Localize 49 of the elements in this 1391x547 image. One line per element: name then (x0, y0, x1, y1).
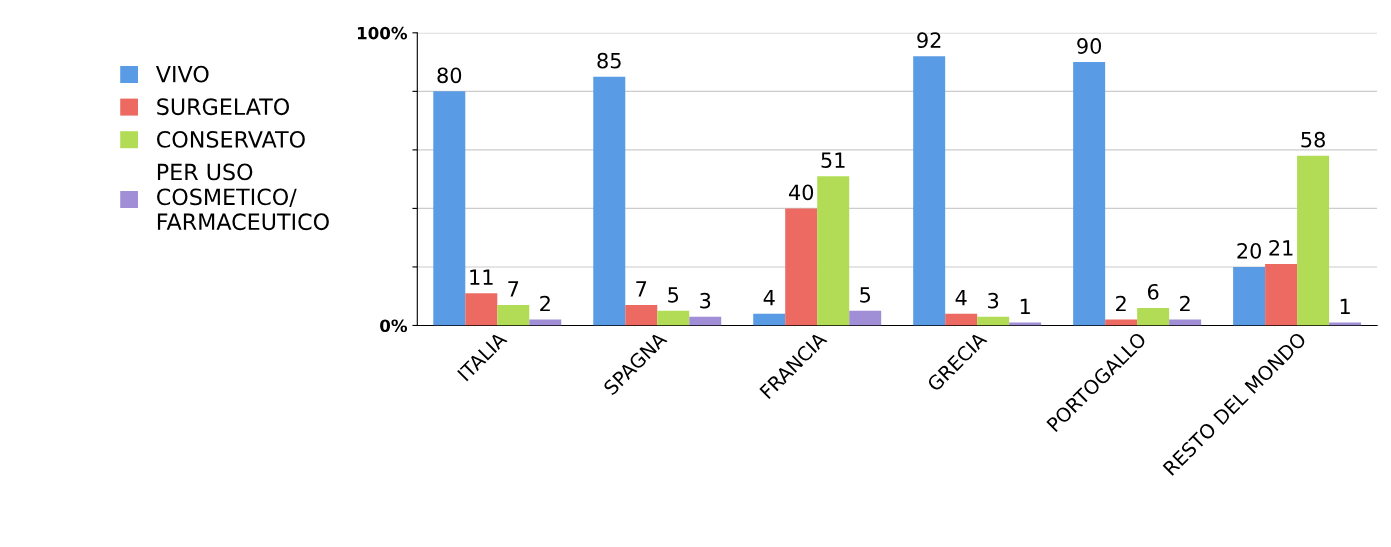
bar (1137, 307, 1170, 326)
bar (785, 208, 818, 326)
bar (913, 56, 946, 326)
data-label: 92 (917, 32, 941, 49)
legend-label: SURGELATO (157, 98, 290, 116)
y-tick-label: 0% (380, 319, 408, 333)
bar (977, 316, 1010, 326)
data-label: 11 (470, 269, 493, 285)
bar (849, 310, 882, 326)
data-label: 1 (1340, 298, 1350, 315)
data-label: 20 (1237, 242, 1261, 259)
bar (433, 91, 466, 326)
bar (1297, 155, 1330, 326)
data-label: 5 (860, 287, 871, 303)
data-label: 7 (636, 281, 647, 297)
bar (593, 76, 626, 326)
data-label: 4 (763, 290, 775, 306)
data-label: 90 (1077, 38, 1102, 54)
data-label: 21 (1269, 240, 1293, 256)
data-label: 40 (788, 184, 814, 201)
legend-label: CONSERVATO (157, 130, 305, 148)
data-label: 4 (955, 290, 967, 306)
data-label: 85 (597, 52, 621, 69)
data-label: 58 (1301, 131, 1325, 148)
data-label: 2 (1116, 295, 1126, 312)
bar (465, 293, 498, 326)
bar (1265, 264, 1298, 326)
bar (1233, 266, 1266, 326)
bar (753, 313, 786, 326)
y-tick-label: 100% (357, 26, 408, 40)
data-label: 3 (988, 292, 999, 309)
data-label: 1 (1020, 298, 1030, 315)
bar (625, 304, 658, 326)
data-label: 80 (437, 67, 462, 84)
bar (689, 316, 722, 326)
bar (945, 313, 978, 326)
bar (497, 304, 530, 326)
data-label: 7 (508, 281, 519, 297)
data-label: 2 (1180, 295, 1190, 312)
data-label: 3 (700, 292, 711, 309)
data-label: 51 (821, 152, 845, 169)
bar (1073, 62, 1106, 326)
data-label: 2 (540, 295, 550, 312)
data-label: 6 (1147, 283, 1159, 300)
bar (657, 310, 690, 326)
data-label: 5 (668, 287, 679, 303)
legend-label: VIVO (155, 65, 209, 83)
legend-label: PER USO COSMETICO/ FARMACEUTICO (157, 163, 329, 231)
bar (817, 176, 850, 326)
